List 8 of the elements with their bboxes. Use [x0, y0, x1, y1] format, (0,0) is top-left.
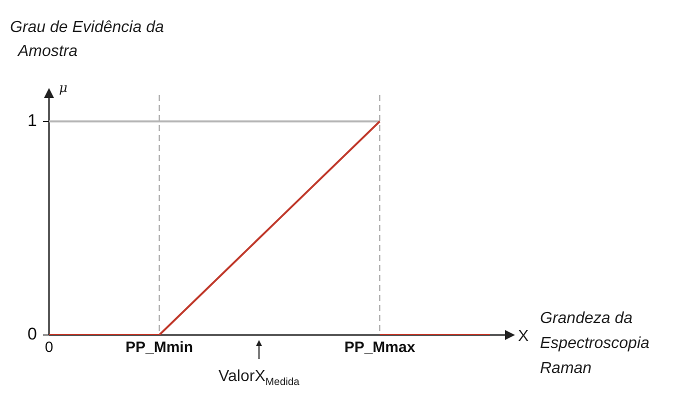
chart-title: Grau de Evidência da Amostra — [10, 19, 164, 60]
text: Grandeza da Espectroscopia Raman — [540, 310, 650, 377]
x-tick-label: PP_Mmax — [344, 339, 416, 356]
y-tick-label: 1 — [28, 111, 37, 130]
x-tick-label: 0 — [44, 339, 54, 356]
x-axis-title: X — [518, 328, 529, 345]
x-tick-label: PP_Mmin — [125, 339, 194, 356]
y-axis-title: μ — [59, 81, 68, 96]
